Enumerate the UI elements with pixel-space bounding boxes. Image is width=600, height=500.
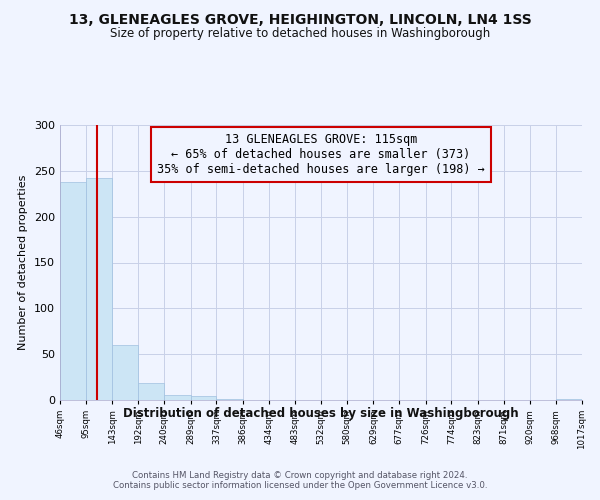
Text: Contains HM Land Registry data © Crown copyright and database right 2024.
Contai: Contains HM Land Registry data © Crown c… xyxy=(113,470,487,490)
Text: Size of property relative to detached houses in Washingborough: Size of property relative to detached ho… xyxy=(110,28,490,40)
Bar xyxy=(139,382,164,400)
Bar xyxy=(60,182,86,400)
Text: Distribution of detached houses by size in Washingborough: Distribution of detached houses by size … xyxy=(123,408,519,420)
Bar xyxy=(191,396,217,400)
Y-axis label: Number of detached properties: Number of detached properties xyxy=(19,175,28,350)
Bar xyxy=(217,399,243,400)
Bar xyxy=(86,178,112,400)
Text: 13 GLENEAGLES GROVE: 115sqm
← 65% of detached houses are smaller (373)
35% of se: 13 GLENEAGLES GROVE: 115sqm ← 65% of det… xyxy=(157,133,485,176)
Bar xyxy=(164,394,191,400)
Bar xyxy=(112,345,139,400)
Bar xyxy=(556,399,582,400)
Text: 13, GLENEAGLES GROVE, HEIGHINGTON, LINCOLN, LN4 1SS: 13, GLENEAGLES GROVE, HEIGHINGTON, LINCO… xyxy=(68,12,532,26)
